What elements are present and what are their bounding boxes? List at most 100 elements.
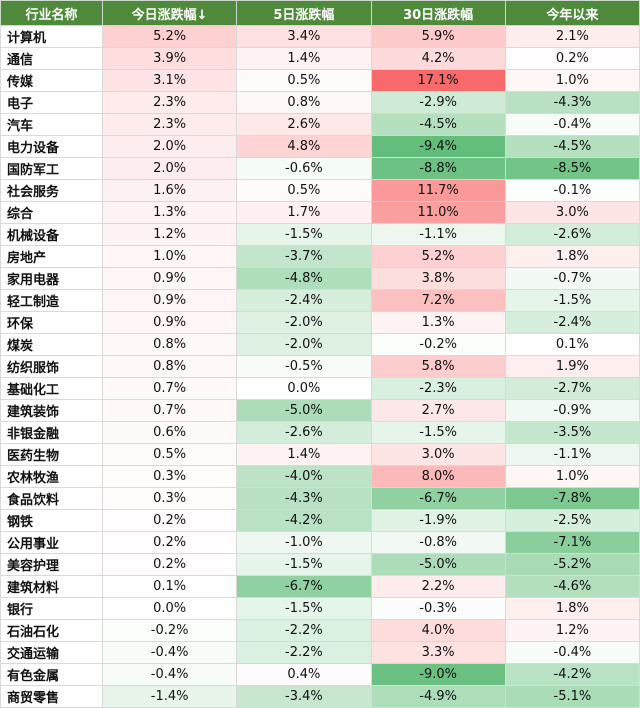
change-cell: 4.0% (370, 619, 506, 642)
change-cell: -1.5% (504, 289, 640, 312)
change-cell: 1.3% (370, 311, 506, 334)
change-cell: 0.7% (101, 399, 238, 422)
industry-name: 建筑材料 (0, 575, 103, 598)
change-cell: -0.2% (101, 619, 238, 642)
change-cell: 0.0% (101, 597, 238, 620)
change-cell: 0.8% (236, 91, 372, 114)
change-cell: 0.5% (236, 69, 372, 92)
change-cell: -8.5% (504, 157, 640, 180)
industry-name: 银行 (0, 597, 103, 620)
table-row: 纺织服饰 0.8% -0.5% 5.8% 1.9% (0, 355, 640, 378)
table-body: 计算机 5.2% 3.4% 5.9% 2.1% 通信 3.9% 1.4% 4.2% 0.2% 传媒 3… (0, 25, 640, 708)
change-cell: -6.7% (370, 487, 506, 510)
industry-name: 电力设备 (0, 135, 103, 158)
change-cell: -4.9% (370, 685, 506, 708)
table-row: 食品饮料 0.3% -4.3% -6.7% -7.8% (0, 487, 640, 510)
change-cell: 0.2% (504, 47, 640, 70)
change-cell: -2.5% (504, 509, 640, 532)
table-row: 美容护理 0.2% -1.5% -5.0% -5.2% (0, 553, 640, 576)
change-cell: 3.1% (101, 69, 238, 92)
change-cell: -4.5% (504, 135, 640, 158)
change-cell: 1.9% (504, 355, 640, 378)
change-cell: -0.9% (504, 399, 640, 422)
change-cell: -8.8% (370, 157, 506, 180)
change-cell: -3.4% (236, 685, 372, 708)
change-cell: 5.9% (370, 25, 506, 48)
column-header: 今年以来 (504, 0, 640, 26)
change-cell: -1.1% (504, 443, 640, 466)
industry-name: 煤炭 (0, 333, 103, 356)
change-cell: -3.5% (504, 421, 640, 444)
industry-name: 环保 (0, 311, 103, 334)
change-cell: 0.0% (236, 377, 372, 400)
table-row: 计算机 5.2% 3.4% 5.9% 2.1% (0, 25, 640, 48)
change-cell: -3.7% (236, 245, 372, 268)
change-cell: 0.8% (101, 355, 238, 378)
change-cell: -2.4% (504, 311, 640, 334)
industry-name: 通信 (0, 47, 103, 70)
change-cell: 0.2% (101, 553, 238, 576)
change-cell: 1.7% (236, 201, 372, 224)
change-cell: -2.3% (370, 377, 506, 400)
industry-name: 房地产 (0, 245, 103, 268)
change-cell: 1.6% (101, 179, 238, 202)
column-header: 今日涨跌幅↓ (101, 0, 238, 26)
change-cell: -1.5% (236, 597, 372, 620)
table-row: 钢铁 0.2% -4.2% -1.9% -2.5% (0, 509, 640, 532)
change-cell: 0.9% (101, 267, 238, 290)
industry-name: 基础化工 (0, 377, 103, 400)
table-row: 环保 0.9% -2.0% 1.3% -2.4% (0, 311, 640, 334)
change-cell: -0.4% (504, 113, 640, 136)
table-row: 综合 1.3% 1.7% 11.0% 3.0% (0, 201, 640, 224)
change-cell: -6.7% (236, 575, 372, 598)
change-cell: 1.8% (504, 597, 640, 620)
change-cell: -0.4% (101, 641, 238, 664)
change-cell: -4.2% (236, 509, 372, 532)
change-cell: 3.8% (370, 267, 506, 290)
change-cell: -1.0% (236, 531, 372, 554)
industry-name: 电子 (0, 91, 103, 114)
change-cell: -0.2% (370, 333, 506, 356)
change-cell: 1.2% (504, 619, 640, 642)
change-cell: 2.3% (101, 113, 238, 136)
industry-name: 建筑装饰 (0, 399, 103, 422)
table-row: 机械设备 1.2% -1.5% -1.1% -2.6% (0, 223, 640, 246)
change-cell: -4.3% (236, 487, 372, 510)
table-row: 房地产 1.0% -3.7% 5.2% 1.8% (0, 245, 640, 268)
table-row: 家用电器 0.9% -4.8% 3.8% -0.7% (0, 267, 640, 290)
change-cell: 0.9% (101, 311, 238, 334)
table-row: 公用事业 0.2% -1.0% -0.8% -7.1% (0, 531, 640, 554)
industry-name: 美容护理 (0, 553, 103, 576)
table-row: 通信 3.9% 1.4% 4.2% 0.2% (0, 47, 640, 70)
change-cell: 0.9% (101, 289, 238, 312)
change-cell: 1.2% (101, 223, 238, 246)
change-cell: -1.9% (370, 509, 506, 532)
table-row: 轻工制造 0.9% -2.4% 7.2% -1.5% (0, 289, 640, 312)
change-cell: -4.5% (370, 113, 506, 136)
change-cell: -1.4% (101, 685, 238, 708)
change-cell: -2.6% (236, 421, 372, 444)
change-cell: 2.6% (236, 113, 372, 136)
change-cell: -0.3% (370, 597, 506, 620)
change-cell: 0.3% (101, 465, 238, 488)
industry-name: 有色金属 (0, 663, 103, 686)
industry-name: 公用事业 (0, 531, 103, 554)
change-cell: 3.0% (370, 443, 506, 466)
industry-name: 机械设备 (0, 223, 103, 246)
change-cell: 1.4% (236, 47, 372, 70)
change-cell: 0.2% (101, 509, 238, 532)
change-cell: -4.6% (504, 575, 640, 598)
industry-name: 非银金融 (0, 421, 103, 444)
change-cell: -1.5% (236, 553, 372, 576)
change-cell: -1.5% (370, 421, 506, 444)
table-row: 汽车 2.3% 2.6% -4.5% -0.4% (0, 113, 640, 136)
change-cell: 0.1% (101, 575, 238, 598)
industry-name: 钢铁 (0, 509, 103, 532)
change-cell: -0.1% (504, 179, 640, 202)
change-cell: -4.3% (504, 91, 640, 114)
change-cell: 1.0% (504, 465, 640, 488)
change-cell: -2.0% (236, 333, 372, 356)
change-cell: 1.0% (101, 245, 238, 268)
table-row: 传媒 3.1% 0.5% 17.1% 1.0% (0, 69, 640, 92)
